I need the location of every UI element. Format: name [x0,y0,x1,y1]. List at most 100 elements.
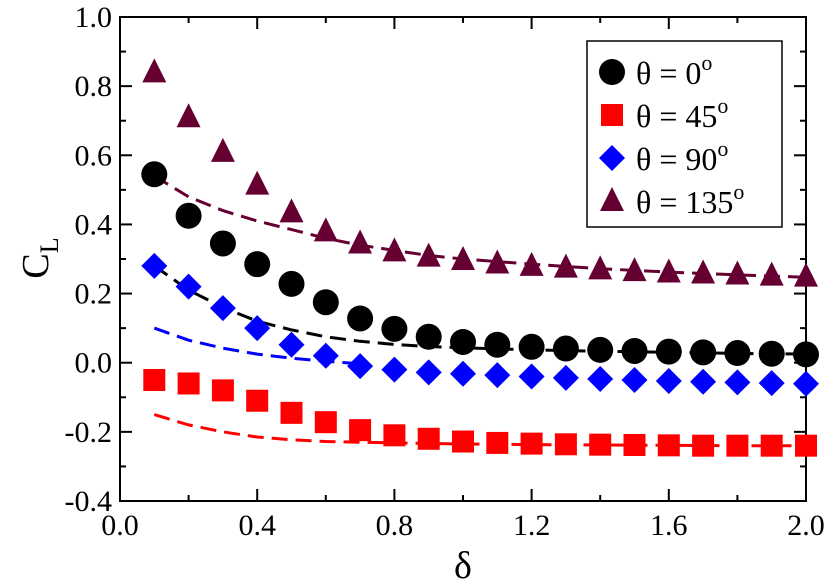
data-point-series-2 [141,252,168,279]
data-point-series-1 [726,434,749,457]
data-point-series-3 [451,246,475,271]
data-point-series-1 [486,431,509,454]
data-point-series-0 [450,328,476,355]
data-point-series-3 [176,103,201,128]
x-tick-label: 0.8 [376,509,414,542]
data-point-series-2 [415,359,442,386]
y-axis-title-sub: L [35,237,64,253]
y-tick-label: -0.4 [65,485,113,518]
data-point-series-1 [623,433,646,456]
data-point-series-0 [415,323,442,350]
data-point-series-3 [759,261,784,286]
legend-label-superscript: o [717,93,728,118]
data-point-series-3 [348,229,373,254]
data-point-series-0 [381,315,408,342]
data-point-series-3 [588,255,613,280]
data-point-series-3 [382,237,407,262]
data-point-series-1 [349,419,372,442]
data-point-series-2 [552,364,579,391]
data-point-series-3 [691,259,716,284]
legend-label-text: θ = 135 [636,184,733,220]
data-point-series-2 [312,342,339,369]
data-point-series-3 [485,249,510,274]
legend-label-3: θ = 135o [636,179,744,220]
data-point-series-0 [724,340,751,367]
data-point-series-1 [383,424,406,447]
x-tick-label: 0.4 [238,509,276,542]
legend-label-1: θ = 45o [636,93,728,134]
y-tick-label: -0.2 [65,416,113,449]
legend-label-0: θ = 0o [636,50,712,91]
data-point-series-2 [209,295,236,322]
data-point-series-1 [657,434,680,457]
data-point-series-2 [655,368,682,395]
data-point-series-2 [724,369,751,396]
data-point-series-1 [692,434,715,457]
data-point-series-0 [347,305,374,332]
data-point-series-2 [450,360,476,387]
data-point-series-1 [143,369,166,391]
legend-marker-0 [599,59,625,85]
data-point-series-1 [520,432,543,455]
data-point-series-3 [794,262,818,287]
data-point-series-0 [141,161,168,188]
data-point-series-0 [621,337,648,364]
axis-ticks: 0.0 0.4 0.8 1.2 1.6 2.0 -0.4 -0.2 0.0 0.2 0.4 0.6 0.… [65,1,825,542]
data-point-series-1 [280,401,303,424]
data-point-series-1 [554,433,577,456]
data-point-series-3 [622,257,647,282]
data-point-series-1 [314,411,337,434]
data-point-series-0 [758,340,785,367]
data-point-series-2 [518,363,545,390]
legend-label-superscript: o [733,179,744,204]
data-point-series-1 [589,433,612,456]
data-point-series-1 [452,430,474,453]
legend-label-superscript: o [701,50,712,75]
data-point-series-0 [312,289,339,316]
data-point-series-1 [177,372,200,395]
data-point-series-0 [690,339,717,366]
data-point-series-2 [278,331,305,358]
data-point-series-0 [175,202,202,229]
legend-label-text: θ = 0 [636,55,701,91]
data-point-series-0 [209,230,236,257]
data-point-series-2 [347,353,374,380]
x-tick-label: 1.2 [513,509,551,542]
data-point-series-0 [278,270,305,297]
legend-label-2: θ = 90o [636,136,728,177]
y-tick-label: 0.4 [75,208,113,241]
data-point-series-0 [587,336,614,363]
data-markers [141,58,819,457]
data-point-series-0 [244,251,271,278]
legend-marker-3 [600,187,624,211]
data-point-series-1 [795,434,817,457]
data-point-series-3 [142,58,167,83]
y-axis-title: CL [15,237,64,278]
data-point-series-0 [793,341,819,368]
data-point-series-1 [246,389,269,412]
x-tick-label: 0.0 [101,509,139,542]
x-axis-title: δ [454,545,472,582]
data-point-series-2 [587,365,614,392]
y-tick-label: 0.0 [75,347,113,380]
data-point-series-3 [519,251,544,276]
data-point-series-2 [758,370,785,397]
y-tick-label: 0.6 [75,139,113,172]
data-point-series-2 [793,370,819,397]
data-point-series-3 [279,198,304,223]
data-point-series-3 [725,260,750,285]
y-tick-label: 1.0 [75,1,113,34]
data-point-series-0 [518,333,545,360]
x-tick-label: 2.0 [787,509,825,542]
data-point-series-3 [656,258,681,283]
data-point-series-3 [313,217,338,242]
data-point-series-3 [245,170,270,195]
data-point-series-3 [553,253,578,278]
data-point-series-0 [484,331,511,358]
data-point-series-0 [655,338,682,365]
legend-label-superscript: o [717,136,728,161]
y-axis-title-main: C [15,253,57,278]
data-point-series-1 [417,427,440,450]
